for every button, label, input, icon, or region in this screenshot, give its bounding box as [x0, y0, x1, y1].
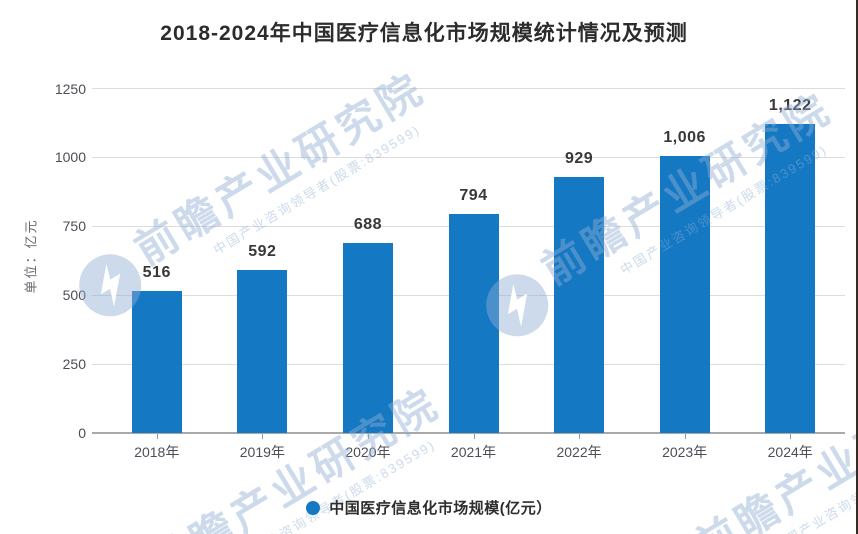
x-axis-line	[92, 432, 845, 434]
x-tick-mark-2020年	[367, 434, 369, 439]
x-tick-label-2020年: 2020年	[345, 444, 391, 460]
y-tick-label-250: 250	[62, 356, 86, 373]
value-label-2018年: 516	[142, 263, 171, 281]
bar-2023年[interactable]	[659, 155, 710, 433]
value-label-2022年: 929	[564, 149, 594, 167]
x-tick-mark-2018年	[156, 434, 158, 439]
x-tick-mark-2021年	[473, 434, 475, 439]
x-tick-label-2021年: 2021年	[450, 444, 497, 460]
legend-marker-icon	[306, 500, 321, 515]
x-tick-label-2022年: 2022年	[556, 444, 602, 460]
bar-2019年[interactable]	[237, 269, 288, 433]
y-tick-label-0: 0	[78, 425, 86, 441]
screenshot-right-border	[856, 0, 858, 534]
bar-2022年[interactable]	[554, 176, 605, 433]
legend-label: 中国医疗信息化市场规模(亿元）	[329, 500, 552, 517]
y-axis-title: 单位：亿元	[23, 218, 39, 294]
value-label-2021年: 794	[459, 187, 488, 205]
x-tick-label-2024年: 2024年	[767, 444, 813, 460]
gridline-1000	[92, 156, 845, 158]
y-tick-label-500: 500	[62, 287, 86, 304]
bar-2018年[interactable]	[131, 290, 182, 433]
y-tick-label-1000: 1000	[54, 149, 86, 166]
y-tick-label-750: 750	[62, 218, 86, 235]
value-label-2024年: 1,122	[768, 96, 812, 114]
value-label-2019年: 592	[248, 242, 277, 260]
gridline-1250	[92, 88, 845, 89]
x-tick-mark-2024年	[790, 434, 792, 439]
bar-2021年[interactable]	[448, 214, 499, 433]
x-tick-label-2023年: 2023年	[662, 444, 708, 460]
x-tick-mark-2019年	[262, 434, 264, 439]
value-label-2020年: 688	[353, 216, 383, 234]
x-tick-mark-2022年	[579, 434, 581, 439]
bar-2024年[interactable]	[765, 123, 816, 433]
bar-2020年[interactable]	[342, 243, 393, 433]
legend[interactable]: 中国医疗信息化市场规模(亿元）	[0, 497, 858, 518]
x-tick-label-2018年: 2018年	[134, 444, 180, 460]
x-tick-label-2019年: 2019年	[239, 444, 285, 460]
y-tick-label-1250: 1250	[54, 80, 86, 97]
value-label-2023年: 1,006	[663, 128, 706, 146]
x-tick-mark-2023年	[684, 434, 686, 439]
chart-title: 2018-2024年中国医疗信息化市场规模统计情况及预测	[160, 22, 688, 45]
